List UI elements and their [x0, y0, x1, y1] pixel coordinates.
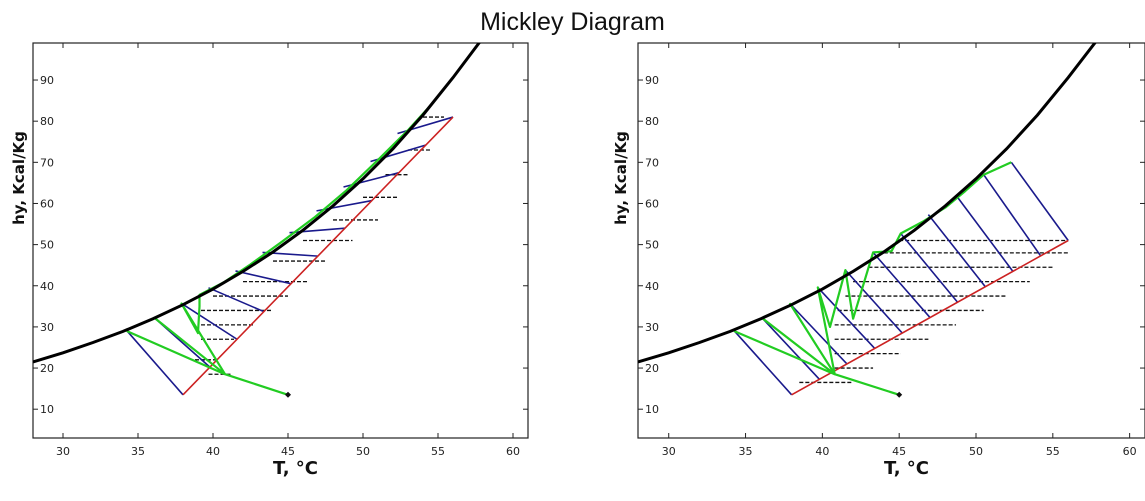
y-tick-label: 30	[645, 321, 659, 334]
x-tick-label: 40	[815, 445, 829, 458]
tie-line	[817, 286, 876, 349]
x-tick-label: 45	[892, 445, 906, 458]
y-tick-label: 60	[645, 197, 659, 210]
y-tick-label: 50	[645, 239, 659, 252]
y-tick-label: 90	[645, 74, 659, 87]
y-axis-label: hy, Kcal/Kg	[10, 131, 28, 225]
y-tick-label: 80	[645, 115, 659, 128]
y-tick-label: 40	[40, 280, 54, 293]
x-axis-label: T, °C	[273, 458, 318, 479]
tie-line	[126, 330, 184, 396]
chart-1: 30 35 40 45 50 55 60 10 20 30 40 50 60 70 80 90 T, °C hy,…	[10, 42, 529, 479]
equilibrium-curve	[33, 43, 481, 364]
x-tick-label: 55	[431, 445, 445, 458]
x-tick-label: 60	[1123, 445, 1137, 458]
tie-line	[983, 174, 1042, 257]
x-tick-label: 30	[56, 445, 70, 458]
y-tick-label: 50	[40, 239, 54, 252]
x-tick-label: 35	[739, 445, 753, 458]
tie-line	[181, 302, 238, 340]
tie-line	[235, 270, 292, 285]
page-title: Mickley Diagram	[480, 8, 665, 36]
tie-line	[1010, 161, 1069, 241]
tie-line	[761, 317, 820, 380]
tie-line	[734, 330, 793, 396]
operating-line	[182, 116, 454, 396]
x-tick-label: 30	[662, 445, 676, 458]
y-tick-label: 80	[40, 115, 54, 128]
x-tick-label: 55	[1046, 445, 1060, 458]
chart-2: 30 35 40 45 50 55 60 10 20 30 40 50 60 70 80 90 T, °C hy,…	[612, 42, 1145, 479]
plot-frame	[32, 42, 529, 439]
tie-line	[844, 269, 903, 334]
tie-line	[900, 232, 959, 303]
y-tick-label: 60	[40, 197, 54, 210]
tie-line	[927, 214, 986, 288]
tie-line	[955, 194, 1014, 272]
equilibrium-curve	[638, 43, 1097, 364]
start-point-marker	[896, 391, 903, 398]
start-point-marker	[285, 391, 291, 398]
x-tick-label: 35	[131, 445, 145, 458]
y-tick-label: 10	[645, 403, 659, 416]
tie-line	[789, 303, 848, 365]
plot-area	[638, 43, 1097, 398]
plot-frame	[637, 42, 1145, 439]
tie-line	[208, 287, 265, 313]
x-tick-label: 40	[206, 445, 220, 458]
y-tick-label: 90	[40, 74, 54, 87]
y-tick-label: 20	[645, 362, 659, 375]
x-tick-label: 60	[506, 445, 520, 458]
air-path-line	[126, 104, 432, 396]
y-tick-label: 30	[40, 321, 54, 334]
x-axis-label: T, °C	[884, 458, 929, 479]
tie-line	[872, 251, 931, 318]
y-tick-label: 70	[40, 156, 54, 169]
plot-area	[33, 43, 481, 398]
y-tick-label: 40	[645, 280, 659, 293]
x-tick-label: 50	[356, 445, 370, 458]
y-tick-label: 20	[40, 362, 54, 375]
operating-line	[791, 239, 1069, 396]
air-path-line	[733, 161, 1012, 396]
y-tick-label: 10	[40, 403, 54, 416]
x-tick-label: 50	[969, 445, 983, 458]
x-tick-label: 45	[281, 445, 295, 458]
y-tick-label: 70	[645, 156, 659, 169]
y-axis-label: hy, Kcal/Kg	[612, 131, 630, 225]
